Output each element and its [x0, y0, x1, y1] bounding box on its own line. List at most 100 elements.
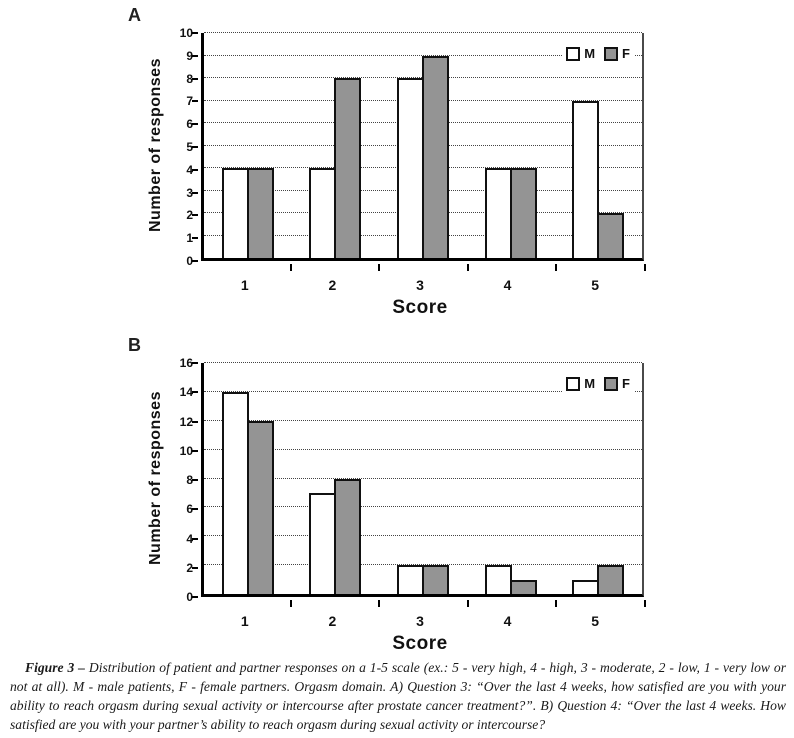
y-tick-label-4: 4 [186, 532, 193, 546]
y-tick-mark-5 [192, 146, 198, 148]
y-tick-mark-12 [192, 421, 198, 423]
x-tick-mark-4 [555, 600, 557, 607]
y-tick-mark-2 [192, 214, 198, 216]
x-tick-mark-3 [467, 600, 469, 607]
bar-group-score-4 [467, 363, 555, 594]
legend-swatch-f-icon [604, 46, 619, 61]
legend-item-m: M [566, 376, 595, 391]
bar-m-score-2 [309, 492, 337, 594]
gridline-4 [204, 535, 642, 537]
y-tick-mark-3 [192, 192, 198, 194]
x-tick-mark-1 [290, 600, 292, 607]
x-tick-mark-5 [644, 600, 646, 607]
y-tick-label-2: 2 [186, 208, 193, 222]
panel-b-label: B [128, 335, 141, 355]
x-tick-labels: 1 2 3 4 5 [201, 277, 639, 293]
x-tick-label-1: 1 [240, 613, 249, 629]
bar-m-score-5 [572, 579, 600, 594]
legend-label-m: M [584, 46, 596, 61]
y-tick-labels: 0 2 4 6 8 10 12 14 16 [160, 356, 193, 604]
gridlines [204, 362, 642, 594]
x-tick-label-3: 3 [416, 613, 424, 629]
legend-swatch-m-icon [566, 46, 581, 61]
gridline-10 [204, 32, 642, 33]
y-tick-label-6: 6 [186, 502, 193, 516]
x-tick-label-2: 2 [328, 613, 337, 629]
x-tick-labels: 1 2 3 4 5 [201, 613, 639, 629]
bar-f-score-3 [421, 55, 449, 258]
bar-f-score-4 [509, 579, 537, 594]
y-tick-label-7: 7 [186, 94, 193, 108]
bar-group-score-5 [554, 363, 642, 594]
y-tick-label-8: 8 [186, 72, 193, 86]
gridline-12 [204, 419, 642, 421]
x-tick-label-1: 1 [240, 277, 249, 293]
y-tick-labels: 0 1 2 3 4 5 6 7 8 9 10 [160, 26, 193, 268]
gridline-9 [204, 54, 642, 56]
x-tick-mark-5 [644, 264, 646, 271]
y-tick-mark-4 [192, 169, 198, 171]
x-tick-label-2: 2 [328, 277, 337, 293]
y-tick-label-12: 12 [179, 415, 193, 429]
bar-group-score-1 [204, 33, 292, 258]
figure-caption-text: Distribution of patient and partner resp… [10, 660, 786, 732]
y-tick-label-16: 16 [179, 356, 193, 370]
bar-m-score-3 [396, 565, 424, 594]
y-tick-mark-1 [192, 237, 198, 239]
legend-label-f: F [622, 46, 630, 61]
figure-caption-label: Figure 3 – [25, 660, 89, 675]
x-tick-label-5: 5 [591, 277, 600, 293]
y-tick-label-6: 6 [186, 117, 193, 131]
gridline-14 [204, 390, 642, 392]
bar-m-score-1 [221, 391, 249, 594]
bar-group-score-4 [467, 33, 555, 258]
gridline-16 [204, 362, 642, 363]
y-tick-mark-2 [192, 567, 198, 569]
x-tick-mark-2 [378, 600, 380, 607]
bar-f-score-5 [597, 213, 625, 258]
bar-m-score-1 [221, 168, 249, 258]
gridline-6 [204, 506, 642, 508]
y-tick-mark-0 [192, 596, 198, 598]
y-tick-mark-0 [192, 260, 198, 262]
bar-f-score-3 [421, 565, 449, 594]
legend-label-f: F [622, 376, 630, 391]
y-tick-mark-14 [192, 391, 198, 393]
bar-f-score-1 [246, 168, 274, 258]
bar-f-score-1 [246, 420, 274, 594]
bar-f-score-2 [334, 478, 362, 594]
y-tick-mark-10 [192, 450, 198, 452]
y-tick-label-2: 2 [186, 561, 193, 575]
y-tick-label-8: 8 [186, 473, 193, 487]
legend-item-f: F [604, 46, 630, 61]
gridline-8 [204, 477, 642, 479]
x-axis-title: Score [392, 297, 448, 318]
bar-m-score-4 [484, 168, 512, 258]
bar-m-score-2 [309, 168, 337, 258]
x-tick-mark-3 [467, 264, 469, 271]
y-tick-label-5: 5 [186, 140, 193, 154]
y-tick-mark-9 [192, 55, 198, 57]
bar-group-score-3 [379, 33, 467, 258]
y-tick-label-0: 0 [186, 590, 193, 604]
figure-caption: Figure 3 – Distribution of patient and p… [10, 658, 786, 734]
y-tick-mark-7 [192, 100, 198, 102]
y-tick-label-4: 4 [186, 163, 193, 177]
y-tick-label-14: 14 [179, 385, 193, 399]
y-tick-label-3: 3 [186, 186, 193, 200]
x-tick-mark-4 [555, 264, 557, 271]
bar-group-score-2 [292, 33, 380, 258]
y-tick-label-0: 0 [186, 254, 193, 268]
bar-m-score-5 [572, 100, 600, 258]
x-tick-label-4: 4 [503, 277, 512, 293]
y-tick-label-10: 10 [179, 444, 193, 458]
legend-swatch-m-icon [566, 376, 581, 391]
x-tick-mark-1 [290, 264, 292, 271]
